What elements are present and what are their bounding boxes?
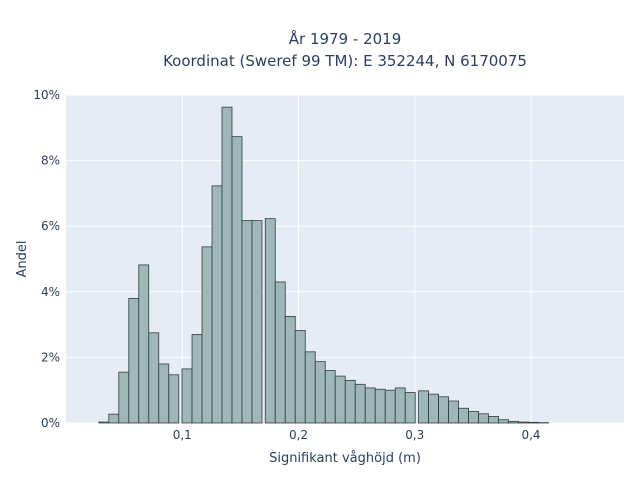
histogram-bar	[284, 315, 296, 424]
histogram-bar	[251, 220, 263, 424]
y-tick-label: 10%	[33, 88, 60, 102]
histogram-bar	[314, 361, 326, 424]
histogram-bar	[294, 330, 306, 424]
histogram-bar	[468, 411, 479, 424]
histogram-bar	[418, 390, 429, 424]
histogram-bar	[158, 363, 170, 424]
histogram-bar	[191, 334, 203, 424]
y-tick-label: 2%	[41, 350, 60, 364]
histogram-bar	[118, 371, 130, 424]
histogram-bar	[508, 420, 519, 424]
x-tick-label: 0,2	[289, 428, 308, 442]
histogram-bar	[201, 246, 213, 424]
histogram-bar	[211, 185, 223, 424]
histogram-bar	[138, 264, 150, 424]
histogram-bar	[241, 220, 253, 424]
histogram-bar	[488, 416, 499, 424]
histogram-bar	[354, 383, 366, 424]
chart-title-line-1: År 1979 - 2019	[289, 29, 402, 48]
histogram-bar	[458, 407, 469, 424]
histogram-bar	[394, 387, 406, 424]
histogram-bar	[478, 413, 489, 424]
histogram-bar	[231, 136, 243, 424]
histogram-bar	[344, 379, 356, 424]
y-axis-label: Andel	[15, 241, 30, 278]
histogram-bar	[518, 421, 529, 424]
y-tick-label: 4%	[41, 285, 60, 299]
y-tick-label: 0%	[41, 416, 60, 430]
histogram-bar	[384, 389, 396, 424]
histogram-bar	[98, 421, 110, 424]
histogram-bar	[108, 413, 120, 424]
histogram-bar	[448, 400, 459, 424]
histogram-bar	[274, 281, 286, 424]
y-tick-label: 6%	[41, 219, 60, 233]
x-tick-labels: 0,1 0,2 0,3 0,4	[173, 428, 541, 442]
histogram-bar	[324, 370, 336, 424]
x-tick-label: 0,1	[173, 428, 192, 442]
grid-layer	[66, 94, 624, 424]
histogram-bar	[128, 297, 140, 424]
histogram-bar	[148, 332, 160, 424]
histogram-bar	[181, 368, 193, 424]
histogram-bar	[221, 106, 233, 424]
histogram-bar	[438, 396, 449, 424]
histogram-bar	[404, 392, 416, 424]
chart-title-line-2: Koordinat (Sweref 99 TM): E 352244, N 61…	[163, 52, 527, 70]
histogram-bar	[498, 419, 509, 424]
x-tick-label: 0,4	[521, 428, 540, 442]
histogram-bar	[364, 387, 376, 424]
histogram-bar	[374, 388, 386, 424]
histogram-bar	[428, 393, 439, 424]
y-tick-labels: 0% 2% 4% 6% 8% 10%	[33, 88, 60, 430]
y-tick-label: 8%	[41, 154, 60, 168]
x-tick-label: 0,3	[405, 428, 424, 442]
bars-layer	[98, 106, 549, 424]
histogram-bar	[264, 218, 276, 424]
x-axis-label: Signifikant våghöjd (m)	[269, 451, 421, 466]
histogram-bar	[528, 421, 539, 424]
histogram-bar	[168, 374, 180, 424]
histogram-bar	[304, 351, 316, 424]
histogram-bar	[334, 375, 346, 424]
